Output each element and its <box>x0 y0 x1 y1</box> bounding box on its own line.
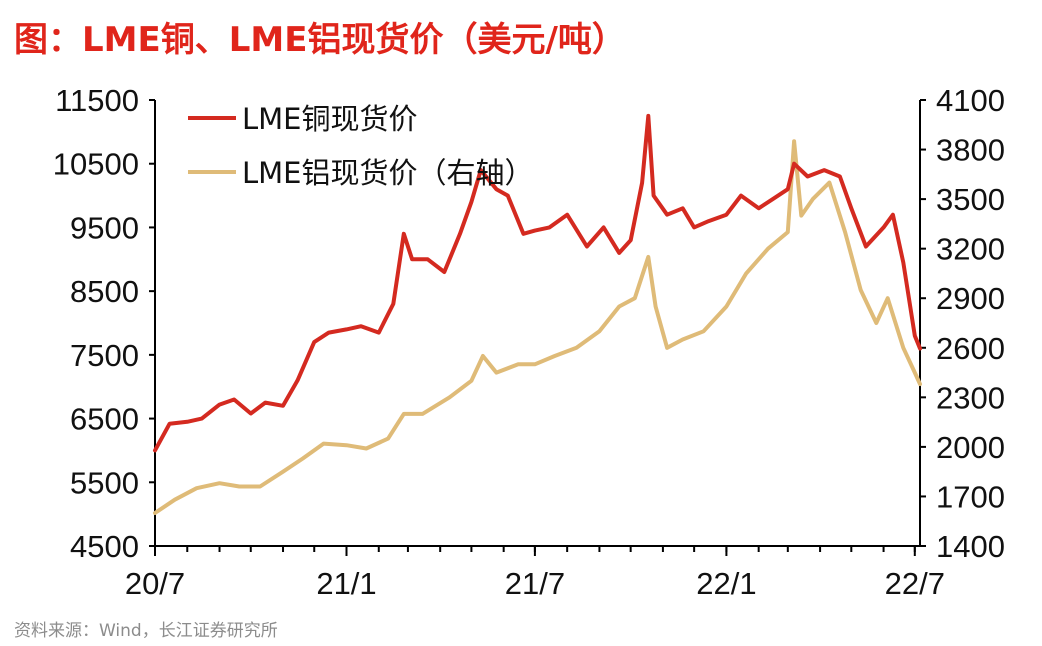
y-left-tick-label: 4500 <box>70 529 139 564</box>
x-tick-label: 21/7 <box>505 566 565 601</box>
legend-label-aluminum: LME铝现货价（右轴） <box>242 156 534 190</box>
y-left-tick-label: 5500 <box>70 465 139 500</box>
x-tick-label: 22/1 <box>696 566 756 601</box>
series-line-aluminum <box>153 139 922 515</box>
x-tick-label: 21/1 <box>316 566 376 601</box>
y-right-tick-label: 2600 <box>936 331 1005 366</box>
y-left-tick-label: 11500 <box>55 83 139 118</box>
y-right-tick-label: 2300 <box>936 380 1005 415</box>
y-right-tick-label: 1400 <box>936 529 1005 564</box>
axes: 4500 5500 6500 7500 8500 9500 10500 11500 1400 17… <box>53 83 1005 601</box>
series-line-copper <box>153 113 922 453</box>
y-right-tick-label: 3800 <box>936 133 1005 168</box>
series-layer <box>153 113 922 515</box>
y-left-tick-label: 9500 <box>70 210 139 245</box>
y-left-tick-label: 6500 <box>70 402 139 437</box>
y-right-tick-label: 3200 <box>936 232 1005 267</box>
y-right-tick-label: 1700 <box>936 479 1005 514</box>
y-right-tick-label: 2900 <box>936 281 1005 316</box>
legend: LME铜现货价 LME铝现货价（右轴） <box>188 102 534 190</box>
y-left-tick-label: 10500 <box>53 147 139 182</box>
legend-label-copper: LME铜现货价 <box>242 102 418 136</box>
y-right-tick-label: 4100 <box>936 83 1005 118</box>
y-left-tick-label: 8500 <box>70 274 139 309</box>
x-tick-label: 22/7 <box>885 566 945 601</box>
y-right-tick-label: 2000 <box>936 430 1005 465</box>
chart-title: 图：LME铜、LME铝现货价（美元/吨） <box>14 20 626 60</box>
source-note: 资料来源：Wind，长江证券研究所 <box>14 621 278 641</box>
y-left-tick-label: 7500 <box>70 338 139 373</box>
x-tick-label: 20/7 <box>125 566 185 601</box>
y-right-tick-label: 3500 <box>936 182 1005 217</box>
